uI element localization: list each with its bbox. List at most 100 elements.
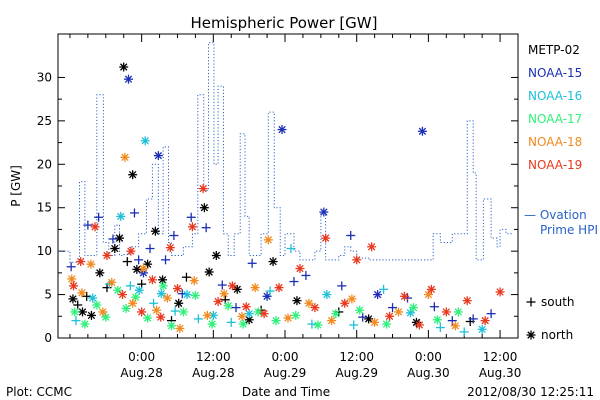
- south-point: [108, 234, 118, 244]
- x-tick-date: Aug.28: [192, 366, 235, 380]
- north-point: [223, 301, 233, 311]
- legend: METP-02 NOAA-15 NOAA-16 NOAA-17 NOAA-18 NOAA-…: [524, 43, 598, 342]
- north-point: [219, 289, 229, 299]
- south-point: [66, 262, 76, 272]
- north-point: [178, 307, 188, 317]
- south-point: [265, 286, 275, 296]
- north-point: [232, 284, 242, 294]
- ovation-hpi-line: [58, 42, 513, 263]
- north-point: [98, 307, 108, 317]
- x-tick-date: Aug.30: [479, 366, 522, 380]
- north-point: [121, 303, 131, 313]
- north-point: [152, 305, 162, 315]
- south-point: [94, 212, 104, 222]
- north-point: [394, 307, 404, 317]
- north-point: [352, 255, 362, 265]
- north-point: [237, 311, 247, 321]
- x-tick-time: 12:00: [339, 350, 374, 364]
- north-point: [319, 207, 329, 217]
- north-point: [90, 222, 100, 232]
- north-point: [116, 211, 126, 221]
- legend-noaa-19: NOAA-19: [528, 158, 582, 172]
- north-point: [140, 136, 150, 146]
- series-noaa-16: [71, 136, 487, 337]
- north-point: [250, 283, 260, 293]
- north-point: [199, 203, 209, 213]
- north-point: [408, 303, 418, 313]
- north-point: [441, 307, 451, 317]
- north-point: [153, 151, 163, 161]
- x-tick-time: 12:00: [196, 350, 231, 364]
- north-point: [95, 268, 105, 278]
- north-point: [67, 274, 77, 284]
- north-point: [143, 313, 153, 323]
- south-point: [358, 312, 368, 322]
- north-point: [211, 250, 221, 260]
- y-tick-label: 0: [44, 331, 52, 345]
- north-point: [241, 302, 251, 312]
- north-point: [77, 307, 87, 317]
- north-point: [120, 152, 130, 162]
- legend-marker-south: south: [541, 295, 575, 309]
- y-tick-label: 30: [37, 70, 52, 84]
- north-point: [187, 222, 197, 232]
- legend-noaa-17: NOAA-17: [528, 112, 582, 126]
- legend-noaa-15: NOAA-15: [528, 66, 582, 80]
- north-point: [134, 285, 144, 295]
- north-point: [175, 323, 185, 333]
- south-point: [129, 208, 139, 218]
- x-tick-time: 0:00: [415, 350, 442, 364]
- north-point: [477, 324, 487, 334]
- north-point: [426, 284, 436, 294]
- north-point: [167, 321, 177, 331]
- x-axis-ticks: 0:00 Aug.28 12:00 Aug.28 0:00 Aug.29 12:00 Aug.…: [69, 34, 522, 380]
- north-point: [198, 184, 208, 194]
- south-point: [125, 281, 135, 291]
- north-point: [102, 250, 112, 260]
- south-point: [134, 255, 144, 265]
- series-noaa-17: [70, 281, 463, 331]
- south-point: [429, 302, 439, 312]
- north-point: [174, 298, 184, 308]
- north-point: [156, 289, 166, 299]
- y-axis-ticks: 0 5 10 15 20 25 30: [37, 70, 518, 345]
- north-point: [138, 264, 148, 274]
- north-point: [77, 288, 87, 298]
- north-point: [271, 316, 281, 326]
- north-point: [190, 290, 200, 300]
- south-point: [486, 309, 496, 319]
- south-point: [217, 280, 227, 290]
- north-point: [367, 242, 377, 252]
- south-point: [307, 319, 317, 329]
- legend-metp-02: METP-02: [528, 43, 580, 57]
- y-tick-label: 10: [37, 244, 52, 258]
- north-point: [432, 315, 442, 325]
- footer-timestamp: 2012/08/30 12:25:11: [467, 385, 594, 399]
- north-point: [110, 244, 120, 254]
- south-point: [201, 223, 211, 233]
- north-point: [495, 287, 505, 297]
- north-point: [88, 293, 98, 303]
- north-point: [147, 275, 157, 285]
- x-tick-date: Aug.29: [335, 366, 378, 380]
- north-point: [128, 170, 138, 180]
- north-point: [227, 281, 237, 291]
- south-point: [247, 258, 257, 268]
- south-point: [82, 291, 92, 301]
- north-point: [480, 316, 490, 326]
- north-point: [259, 309, 269, 319]
- north-point: [76, 257, 86, 267]
- north-point: [132, 264, 142, 274]
- south-point: [379, 284, 389, 294]
- north-point: [128, 298, 138, 308]
- north-point: [327, 316, 337, 326]
- y-tick-label: 5: [44, 288, 52, 302]
- y-tick-label: 15: [37, 201, 52, 215]
- north-point: [304, 298, 314, 308]
- north-point: [115, 233, 125, 243]
- north-point: [310, 303, 320, 313]
- south-point: [301, 270, 311, 280]
- series-noaa-19: [69, 184, 505, 330]
- north-point: [68, 294, 78, 304]
